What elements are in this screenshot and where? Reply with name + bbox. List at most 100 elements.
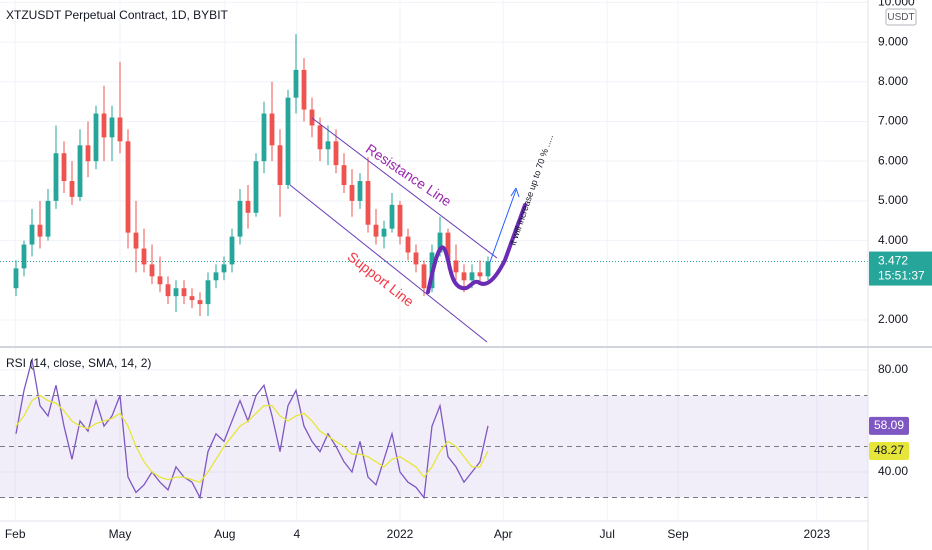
resistance-line bbox=[311, 117, 498, 259]
currency-badge[interactable] bbox=[885, 8, 917, 26]
candle-body bbox=[349, 185, 355, 201]
candle-body bbox=[165, 284, 171, 297]
candle-body bbox=[117, 117, 123, 142]
rsi-value-label: 48.27 bbox=[874, 443, 904, 457]
rsi-value-box bbox=[869, 441, 909, 460]
x-tick-label: Aug bbox=[214, 527, 235, 541]
candle-body bbox=[365, 181, 371, 225]
rsi-title: RSI (14, close, SMA, 14, 2) bbox=[6, 356, 151, 370]
last-price-box bbox=[869, 251, 932, 286]
candle-body bbox=[245, 200, 251, 213]
candle-body bbox=[101, 113, 107, 138]
candle-body bbox=[485, 261, 491, 277]
candle-body bbox=[149, 264, 155, 277]
x-tick-label: May bbox=[109, 527, 132, 541]
last-price-label: 3.472 bbox=[878, 254, 908, 268]
candle-body bbox=[341, 165, 347, 186]
candle-body bbox=[309, 109, 315, 126]
candle-body bbox=[397, 204, 403, 237]
candle-body bbox=[141, 248, 147, 265]
rsi-line bbox=[15, 394, 489, 483]
candle-body bbox=[421, 264, 427, 289]
candle-body bbox=[405, 236, 411, 253]
currency-label: USDT bbox=[887, 12, 914, 23]
candle-body bbox=[469, 272, 475, 281]
candle-body bbox=[445, 232, 451, 261]
y-tick-label: 4.000 bbox=[878, 233, 908, 247]
marks-layer bbox=[13, 34, 491, 500]
rsi-value-label: 58.09 bbox=[874, 418, 904, 432]
candle-body bbox=[213, 272, 219, 281]
candle-body bbox=[93, 113, 99, 162]
x-tick-label: 2022 bbox=[387, 527, 414, 541]
candle-body bbox=[413, 252, 419, 265]
x-tick-label: Jul bbox=[600, 527, 615, 541]
candle-body bbox=[77, 145, 83, 197]
candle-body bbox=[389, 204, 395, 229]
candle-body bbox=[285, 97, 291, 186]
candle-body bbox=[357, 181, 363, 201]
candle-body bbox=[133, 232, 139, 249]
candle-body bbox=[69, 181, 75, 197]
y-tick-label: 80.00 bbox=[878, 362, 908, 376]
candle-body bbox=[205, 280, 211, 305]
candle-body bbox=[325, 141, 331, 150]
candle-body bbox=[197, 300, 203, 305]
arrow-head bbox=[510, 187, 520, 198]
candle-body bbox=[277, 145, 283, 186]
y-tick-label: 9.000 bbox=[878, 34, 908, 48]
countdown-label: 15:51:37 bbox=[878, 269, 925, 283]
candle-body bbox=[301, 69, 307, 110]
candle-body bbox=[85, 145, 91, 162]
x-tick-label: Apr bbox=[494, 527, 513, 541]
x-tick-label: Feb bbox=[5, 527, 26, 541]
candle-body bbox=[125, 141, 131, 233]
candle-body bbox=[437, 232, 443, 253]
candle-body bbox=[477, 272, 483, 277]
y-tick-label: 10.000 bbox=[878, 0, 915, 9]
x-tick-label: Sep bbox=[667, 527, 689, 541]
candle-body bbox=[381, 228, 387, 237]
candle-body bbox=[157, 276, 163, 285]
candle-body bbox=[189, 296, 195, 301]
x-tick-label: 4 bbox=[293, 527, 300, 541]
y-tick-label: 7.000 bbox=[878, 114, 908, 128]
candle-body bbox=[37, 224, 43, 237]
candle-body bbox=[237, 200, 243, 237]
candle-body bbox=[45, 200, 51, 237]
candle-body bbox=[173, 288, 179, 297]
candle-body bbox=[317, 125, 323, 150]
rsi-value-box bbox=[869, 416, 909, 435]
candle-body bbox=[53, 153, 59, 201]
candle-body bbox=[181, 288, 187, 297]
y-tick-label: 8.000 bbox=[878, 74, 908, 88]
pattern-curve bbox=[426, 203, 527, 294]
candle-body bbox=[21, 244, 27, 269]
candle-body bbox=[461, 272, 467, 281]
rsi-line bbox=[15, 359, 489, 500]
candle-body bbox=[333, 141, 339, 166]
x-tick-label: 2023 bbox=[803, 527, 830, 541]
y-tick-label: 6.000 bbox=[878, 153, 908, 167]
candle-body bbox=[261, 113, 267, 162]
target-arrow bbox=[489, 189, 517, 263]
candle-body bbox=[29, 224, 35, 245]
y-tick-label: 2.000 bbox=[878, 312, 908, 326]
candle-body bbox=[109, 117, 115, 138]
y-tick-label: 40.00 bbox=[878, 464, 908, 478]
back-layer bbox=[0, 0, 868, 520]
candle-body bbox=[229, 236, 235, 265]
support-line bbox=[289, 184, 488, 343]
candle-body bbox=[13, 268, 19, 289]
candle-body bbox=[373, 224, 379, 237]
candle-body bbox=[61, 153, 67, 182]
candle-body bbox=[221, 264, 227, 273]
candle-body bbox=[253, 161, 259, 213]
y-tick-label: 5.000 bbox=[878, 193, 908, 207]
candle-body bbox=[453, 260, 459, 273]
chart-title: XTZUSDT Perpetual Contract, 1D, BYBIT bbox=[6, 8, 229, 22]
front-layer: Feb May Aug 4 2022 Apr Jul Sep 2023 10.000 9.000 8.… bbox=[5, 0, 932, 541]
candle-body bbox=[269, 113, 275, 146]
candle-body bbox=[293, 69, 299, 98]
